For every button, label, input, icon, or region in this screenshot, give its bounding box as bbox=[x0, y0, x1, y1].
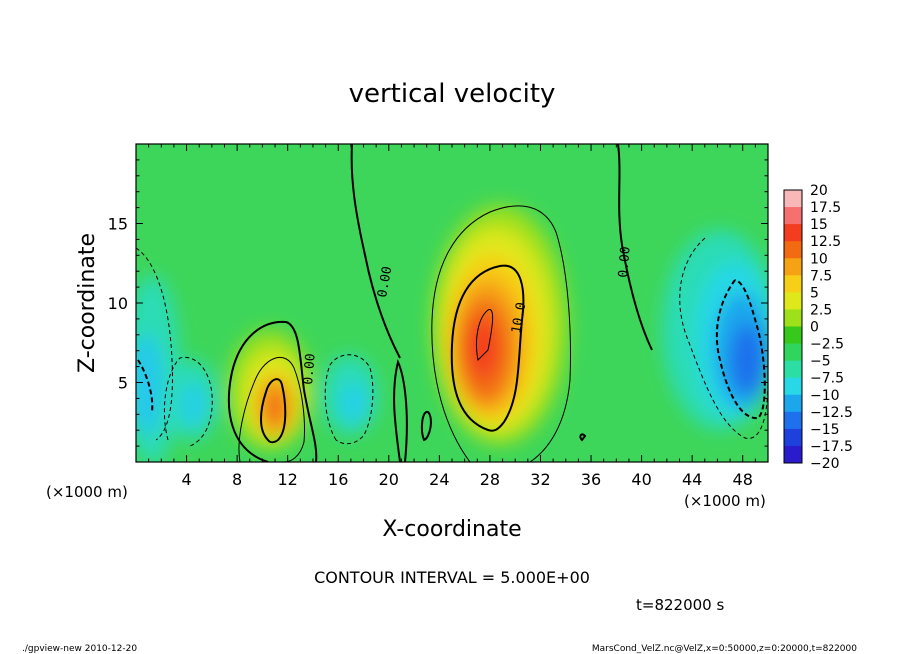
x-tick-label: 12 bbox=[278, 470, 298, 489]
x-tick-label: 24 bbox=[429, 470, 449, 489]
colorbar-label: −17.5 bbox=[810, 439, 853, 455]
x-tick-label: 16 bbox=[328, 470, 348, 489]
x-unit-right: (×1000 m) bbox=[684, 492, 766, 510]
colorbar-swatch bbox=[784, 445, 802, 464]
colorbar-label: 5 bbox=[810, 285, 819, 301]
contour-label-1: 0.00 bbox=[375, 265, 395, 298]
contour-label-2: 0.00 bbox=[616, 246, 634, 279]
contour-interval-text: CONTOUR INTERVAL = 5.000E+00 bbox=[314, 568, 590, 587]
colorbar-label: 10 bbox=[810, 251, 828, 267]
colorbar-label: −2.5 bbox=[810, 337, 844, 353]
x-tick-label: 40 bbox=[631, 470, 651, 489]
colorbar-label: 12.5 bbox=[810, 234, 841, 250]
x-tick-label: 32 bbox=[530, 470, 550, 489]
colorbar-label: −7.5 bbox=[810, 371, 844, 387]
x-tick-label: 8 bbox=[232, 470, 242, 489]
y-tick-label: 5 bbox=[118, 374, 128, 393]
x-tick-label: 36 bbox=[581, 470, 601, 489]
colorbar-swatch bbox=[784, 428, 802, 447]
colorbar-swatch bbox=[784, 275, 802, 293]
x-tick-label: 48 bbox=[733, 470, 753, 489]
chart-title: vertical velocity bbox=[349, 79, 556, 109]
colorbar-swatch bbox=[784, 394, 802, 413]
colorbar-label: −20 bbox=[810, 456, 840, 472]
colorbar-label: 20 bbox=[810, 183, 828, 199]
contour-labels: 0.00 0.00 0.00 10.0 bbox=[301, 246, 634, 386]
y-tick-label: 15 bbox=[108, 215, 128, 234]
colorbar-swatch bbox=[784, 241, 802, 259]
colorbar-label: 0 bbox=[810, 320, 819, 336]
time-label: t=822000 s bbox=[636, 596, 724, 614]
colorbar-swatch bbox=[784, 224, 802, 242]
x-axis-label: X-coordinate bbox=[382, 517, 521, 542]
colorbar-frame bbox=[783, 189, 803, 464]
colorbar-swatch bbox=[784, 190, 802, 208]
contour-lines bbox=[136, 144, 768, 462]
x-tick-label: 44 bbox=[682, 470, 702, 489]
x-tick-label: 20 bbox=[379, 470, 399, 489]
colorbar-label: −12.5 bbox=[810, 405, 853, 421]
x-unit-left: (×1000 m) bbox=[46, 483, 128, 501]
footer-left: ./gpview-new 2010-12-20 bbox=[22, 644, 137, 654]
y-tick-label: 10 bbox=[108, 294, 128, 313]
y-axis-label: Z-coordinate bbox=[75, 233, 100, 373]
x-tick-label: 28 bbox=[480, 470, 500, 489]
colorbar-label: −15 bbox=[810, 422, 840, 438]
contour-label-3: 0.00 bbox=[301, 353, 319, 386]
colorbar-swatch bbox=[784, 309, 802, 327]
footer-right: MarsCond_VelZ.nc@VelZ,x=0:50000,z=0:2000… bbox=[592, 644, 857, 654]
colorbar-swatch bbox=[784, 343, 802, 362]
contour-label-4: 10.0 bbox=[509, 301, 529, 334]
colorbar-label: −10 bbox=[810, 388, 840, 404]
colour-field bbox=[136, 205, 768, 462]
colorbar-swatch bbox=[784, 360, 802, 379]
colorbar-label: 17.5 bbox=[810, 200, 841, 216]
colorbar-label: 15 bbox=[810, 217, 828, 233]
plot-area: 0.00 0.00 0.00 10.0 bbox=[136, 144, 768, 462]
colorbar-swatch bbox=[784, 326, 802, 344]
colorbar-swatch bbox=[784, 411, 802, 430]
x-tick-label: 4 bbox=[181, 470, 191, 489]
colorbar-label: 7.5 bbox=[810, 268, 832, 284]
colorbar-swatch bbox=[784, 292, 802, 310]
colorbar-swatch bbox=[784, 258, 802, 276]
colorbar-swatch bbox=[784, 377, 802, 396]
colorbar-label: 2.5 bbox=[810, 302, 832, 318]
colorbar-label: −5 bbox=[810, 354, 831, 370]
colorbar-swatch bbox=[784, 207, 802, 225]
